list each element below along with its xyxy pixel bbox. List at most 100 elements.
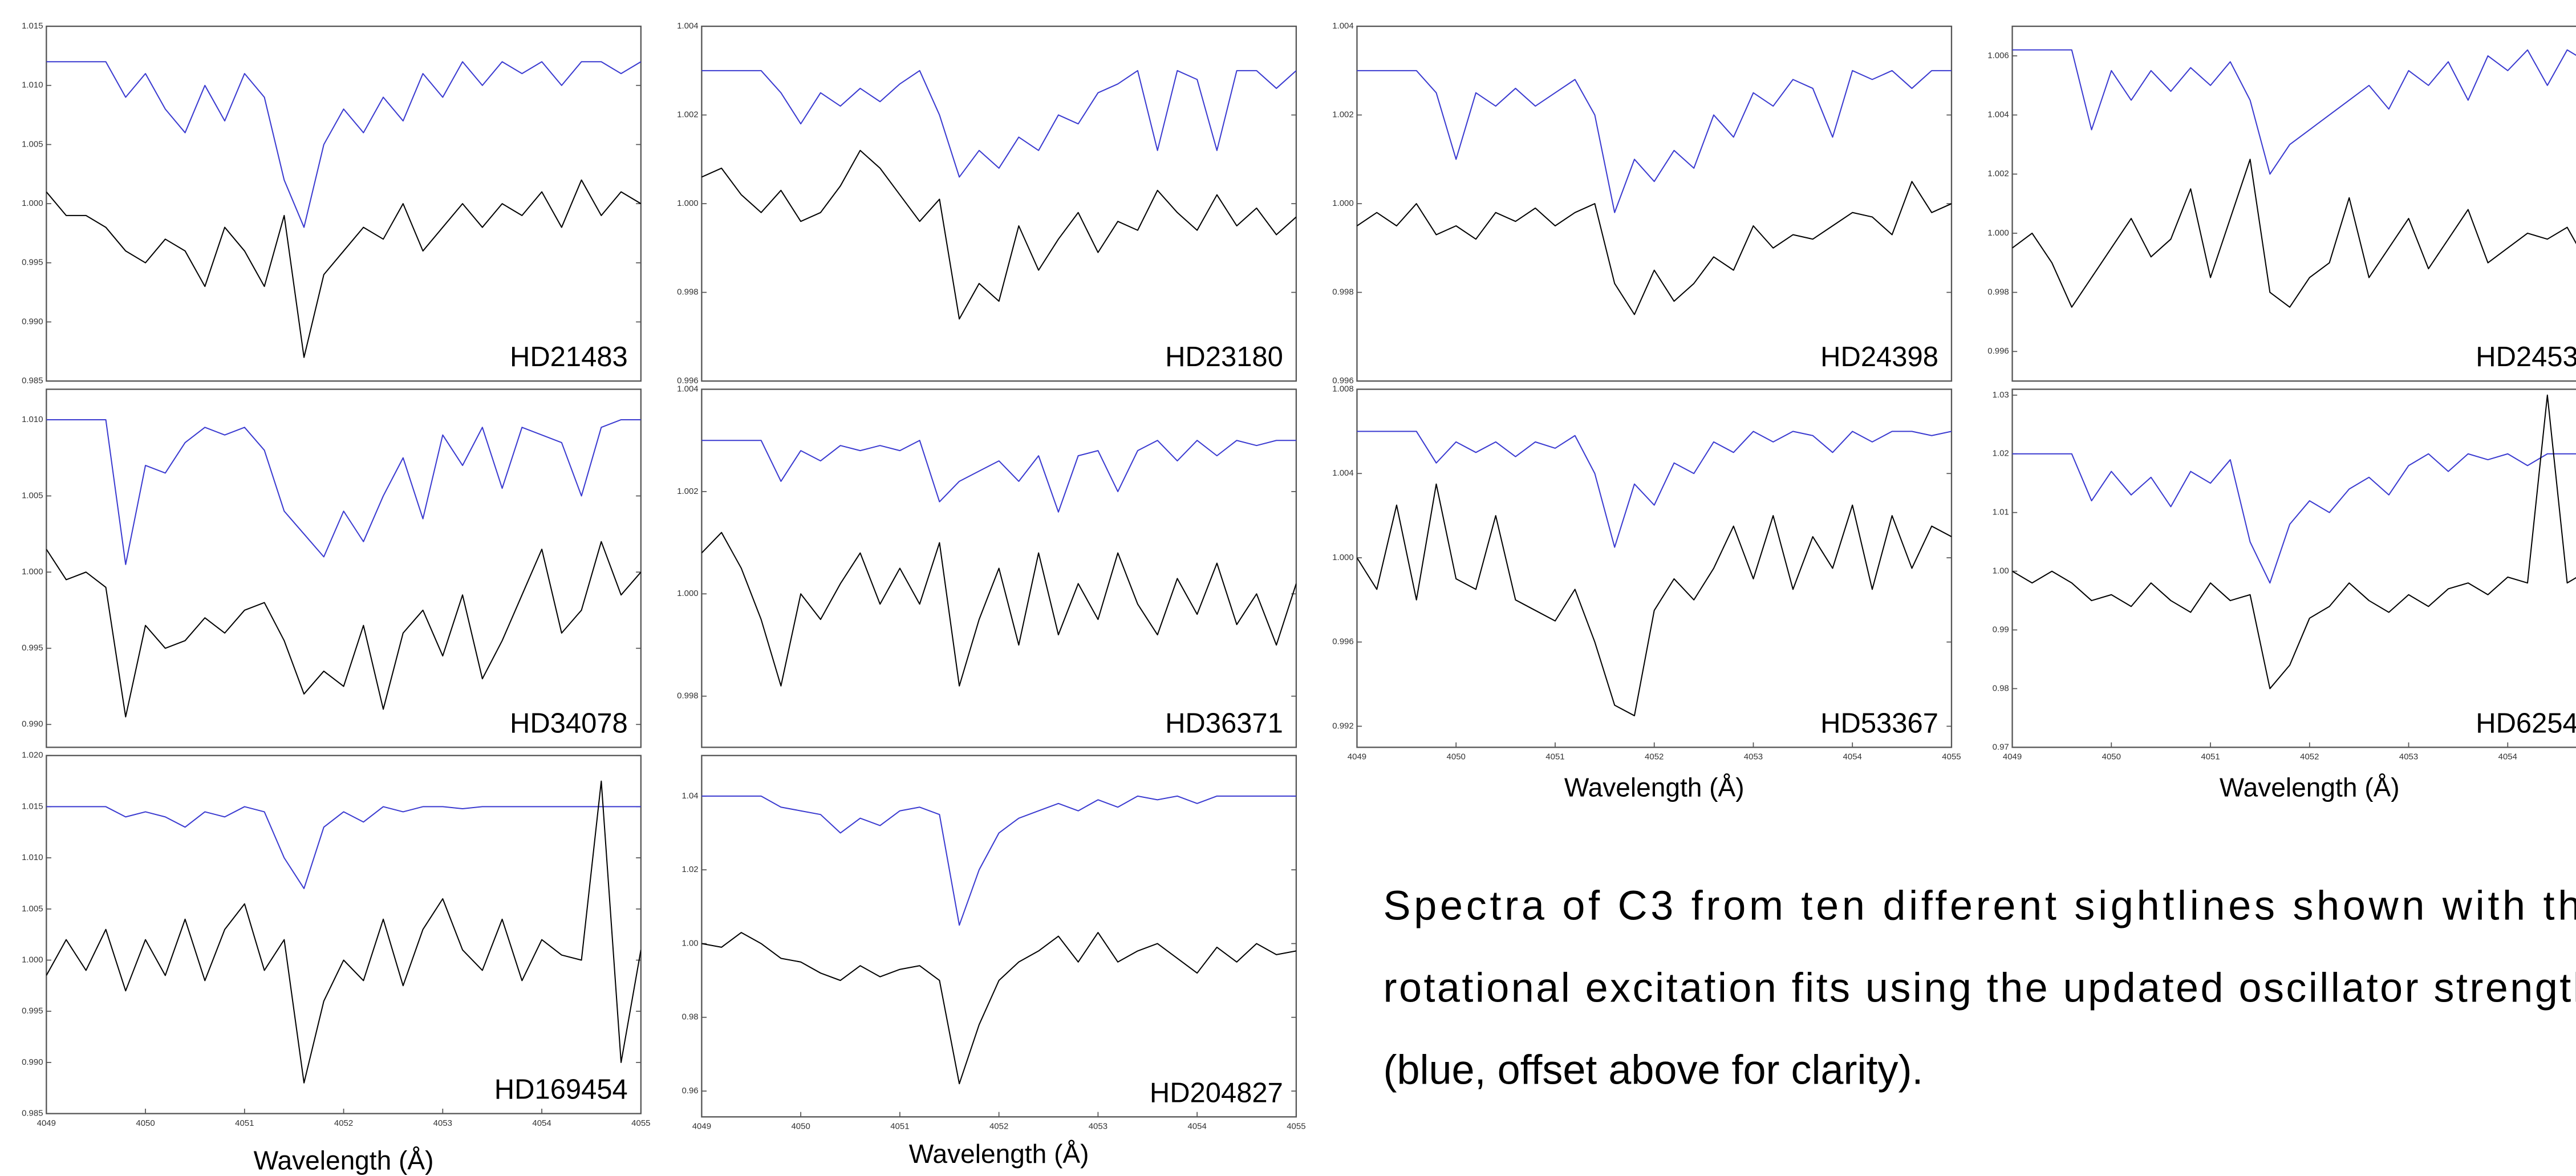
spectrum-line — [46, 61, 641, 228]
panel-label: HD23180 — [1165, 342, 1283, 372]
y-tick-label: 1.000 — [22, 198, 43, 208]
panel-label: HD24398 — [1820, 342, 1938, 372]
x-tick-label: 4052 — [1645, 752, 1664, 762]
y-tick-label: 1.000 — [22, 955, 43, 964]
x-tick-label: 4049 — [692, 1122, 711, 1132]
x-tick-label: 4054 — [1843, 752, 1862, 762]
y-tick-label: 1.004 — [677, 384, 698, 394]
y-tick-label: 0.98 — [1993, 683, 2009, 693]
y-tick-label: 0.998 — [677, 691, 698, 701]
plot-area — [46, 61, 641, 358]
y-tick-label: 1.000 — [1987, 228, 2009, 238]
spectrum-line — [1357, 181, 1952, 315]
plot-area — [1357, 431, 1952, 716]
y-tick-label: 1.002 — [1987, 169, 2009, 179]
y-tick-label: 1.004 — [1987, 110, 2009, 120]
panel-label: HD36371 — [1165, 708, 1283, 739]
x-tick-label: 4051 — [890, 1122, 909, 1132]
y-tick-label: 0.996 — [1332, 376, 1353, 386]
x-tick-label: 4053 — [2399, 752, 2418, 762]
plot-frame — [46, 388, 642, 748]
y-tick-label: 0.996 — [677, 376, 698, 386]
y-tick-label: 1.000 — [1332, 198, 1353, 208]
spectrum-line — [701, 795, 1296, 926]
plot-frame — [701, 388, 1297, 748]
x-tick-label: 4053 — [1744, 752, 1763, 762]
y-tick-label: 1.008 — [1332, 384, 1353, 394]
y-tick-label: 0.97 — [1993, 742, 2009, 752]
y-tick-label: 1.010 — [22, 853, 43, 862]
y-tick-label: 1.002 — [677, 110, 698, 120]
x-tick-label: 4051 — [2201, 752, 2220, 762]
y-tick-label: 1.005 — [22, 904, 43, 914]
spectrum-line — [2012, 453, 2576, 584]
plot-area — [701, 795, 1296, 1085]
y-tick-label: 1.000 — [677, 589, 698, 598]
x-tick-label: 4049 — [2003, 752, 2022, 762]
caption-line: (blue, offset above for clarity). — [1384, 1048, 1924, 1093]
spectrum-line — [701, 149, 1296, 320]
plot-area — [2012, 49, 2576, 308]
y-tick-label: 0.995 — [22, 643, 43, 653]
x-tick-label: 4052 — [334, 1118, 353, 1128]
plot-area — [1357, 70, 1952, 315]
y-tick-label: 1.006 — [1987, 51, 2009, 60]
x-tick-label: 4054 — [2498, 752, 2517, 762]
y-tick-label: 1.002 — [1332, 110, 1353, 120]
y-tick-label: 0.99 — [1993, 625, 2009, 634]
x-tick-label: 4050 — [2102, 752, 2121, 762]
y-tick-label: 1.015 — [22, 801, 43, 811]
spectrum-line — [2012, 159, 2576, 308]
y-tick-label: 1.004 — [1332, 468, 1353, 478]
spectrum-line — [46, 541, 641, 717]
y-tick-label: 1.015 — [22, 21, 43, 31]
spectrum-line — [2012, 49, 2576, 175]
panel-label: HD169454 — [494, 1074, 628, 1105]
panel-label: HD21483 — [510, 342, 628, 372]
spectrum-line — [46, 419, 641, 565]
plot-area — [2012, 394, 2576, 690]
y-tick-label: 0.990 — [22, 1057, 43, 1067]
y-tick-label: 1.000 — [677, 198, 698, 208]
y-tick-label: 1.005 — [22, 490, 43, 500]
y-tick-label: 1.004 — [1332, 21, 1353, 31]
y-tick-label: 1.00 — [1993, 566, 2009, 576]
x-tick-label: 4054 — [1187, 1122, 1206, 1132]
caption-line: Spectra of C3 from ten different sightli… — [1384, 883, 2576, 929]
y-tick-label: 1.010 — [22, 415, 43, 424]
x-tick-label: 4055 — [631, 1118, 650, 1128]
x-axis-label: Wavelength (Å) — [254, 1145, 434, 1175]
y-tick-label: 1.005 — [22, 139, 43, 149]
x-tick-label: 4050 — [791, 1122, 810, 1132]
x-axis-label: Wavelength (Å) — [1564, 773, 1745, 802]
y-tick-label: 0.996 — [1332, 637, 1353, 647]
spectrum-line — [701, 440, 1296, 513]
spectrum-line — [701, 532, 1296, 687]
x-tick-label: 4049 — [37, 1118, 56, 1128]
spectrum-line — [1357, 431, 1952, 548]
spectrum-line — [701, 932, 1296, 1085]
x-tick-label: 4050 — [136, 1118, 155, 1128]
spectrum-line — [46, 780, 641, 1084]
y-tick-label: 0.992 — [1332, 721, 1353, 731]
plot-area — [701, 70, 1296, 320]
x-tick-label: 4051 — [235, 1118, 254, 1128]
y-tick-label: 1.02 — [681, 865, 698, 874]
caption-line: rotational excitation fits using the upd… — [1384, 966, 2576, 1011]
plot-area — [701, 440, 1296, 687]
x-tick-label: 4051 — [1545, 752, 1564, 762]
y-tick-label: 0.985 — [22, 1109, 43, 1118]
panel-label: HD62542 — [2476, 708, 2576, 739]
y-tick-label: 1.002 — [677, 486, 698, 496]
x-tick-label: 4052 — [2300, 752, 2319, 762]
y-tick-label: 0.990 — [22, 719, 43, 729]
x-tick-label: 4054 — [532, 1118, 551, 1128]
y-tick-label: 1.000 — [22, 567, 43, 577]
panel-label: HD24534 — [2476, 342, 2576, 372]
panel-label: HD34078 — [510, 708, 628, 739]
y-tick-label: 0.998 — [1332, 287, 1353, 297]
panel-label: HD204827 — [1150, 1077, 1283, 1108]
spectrum-line — [46, 179, 641, 358]
